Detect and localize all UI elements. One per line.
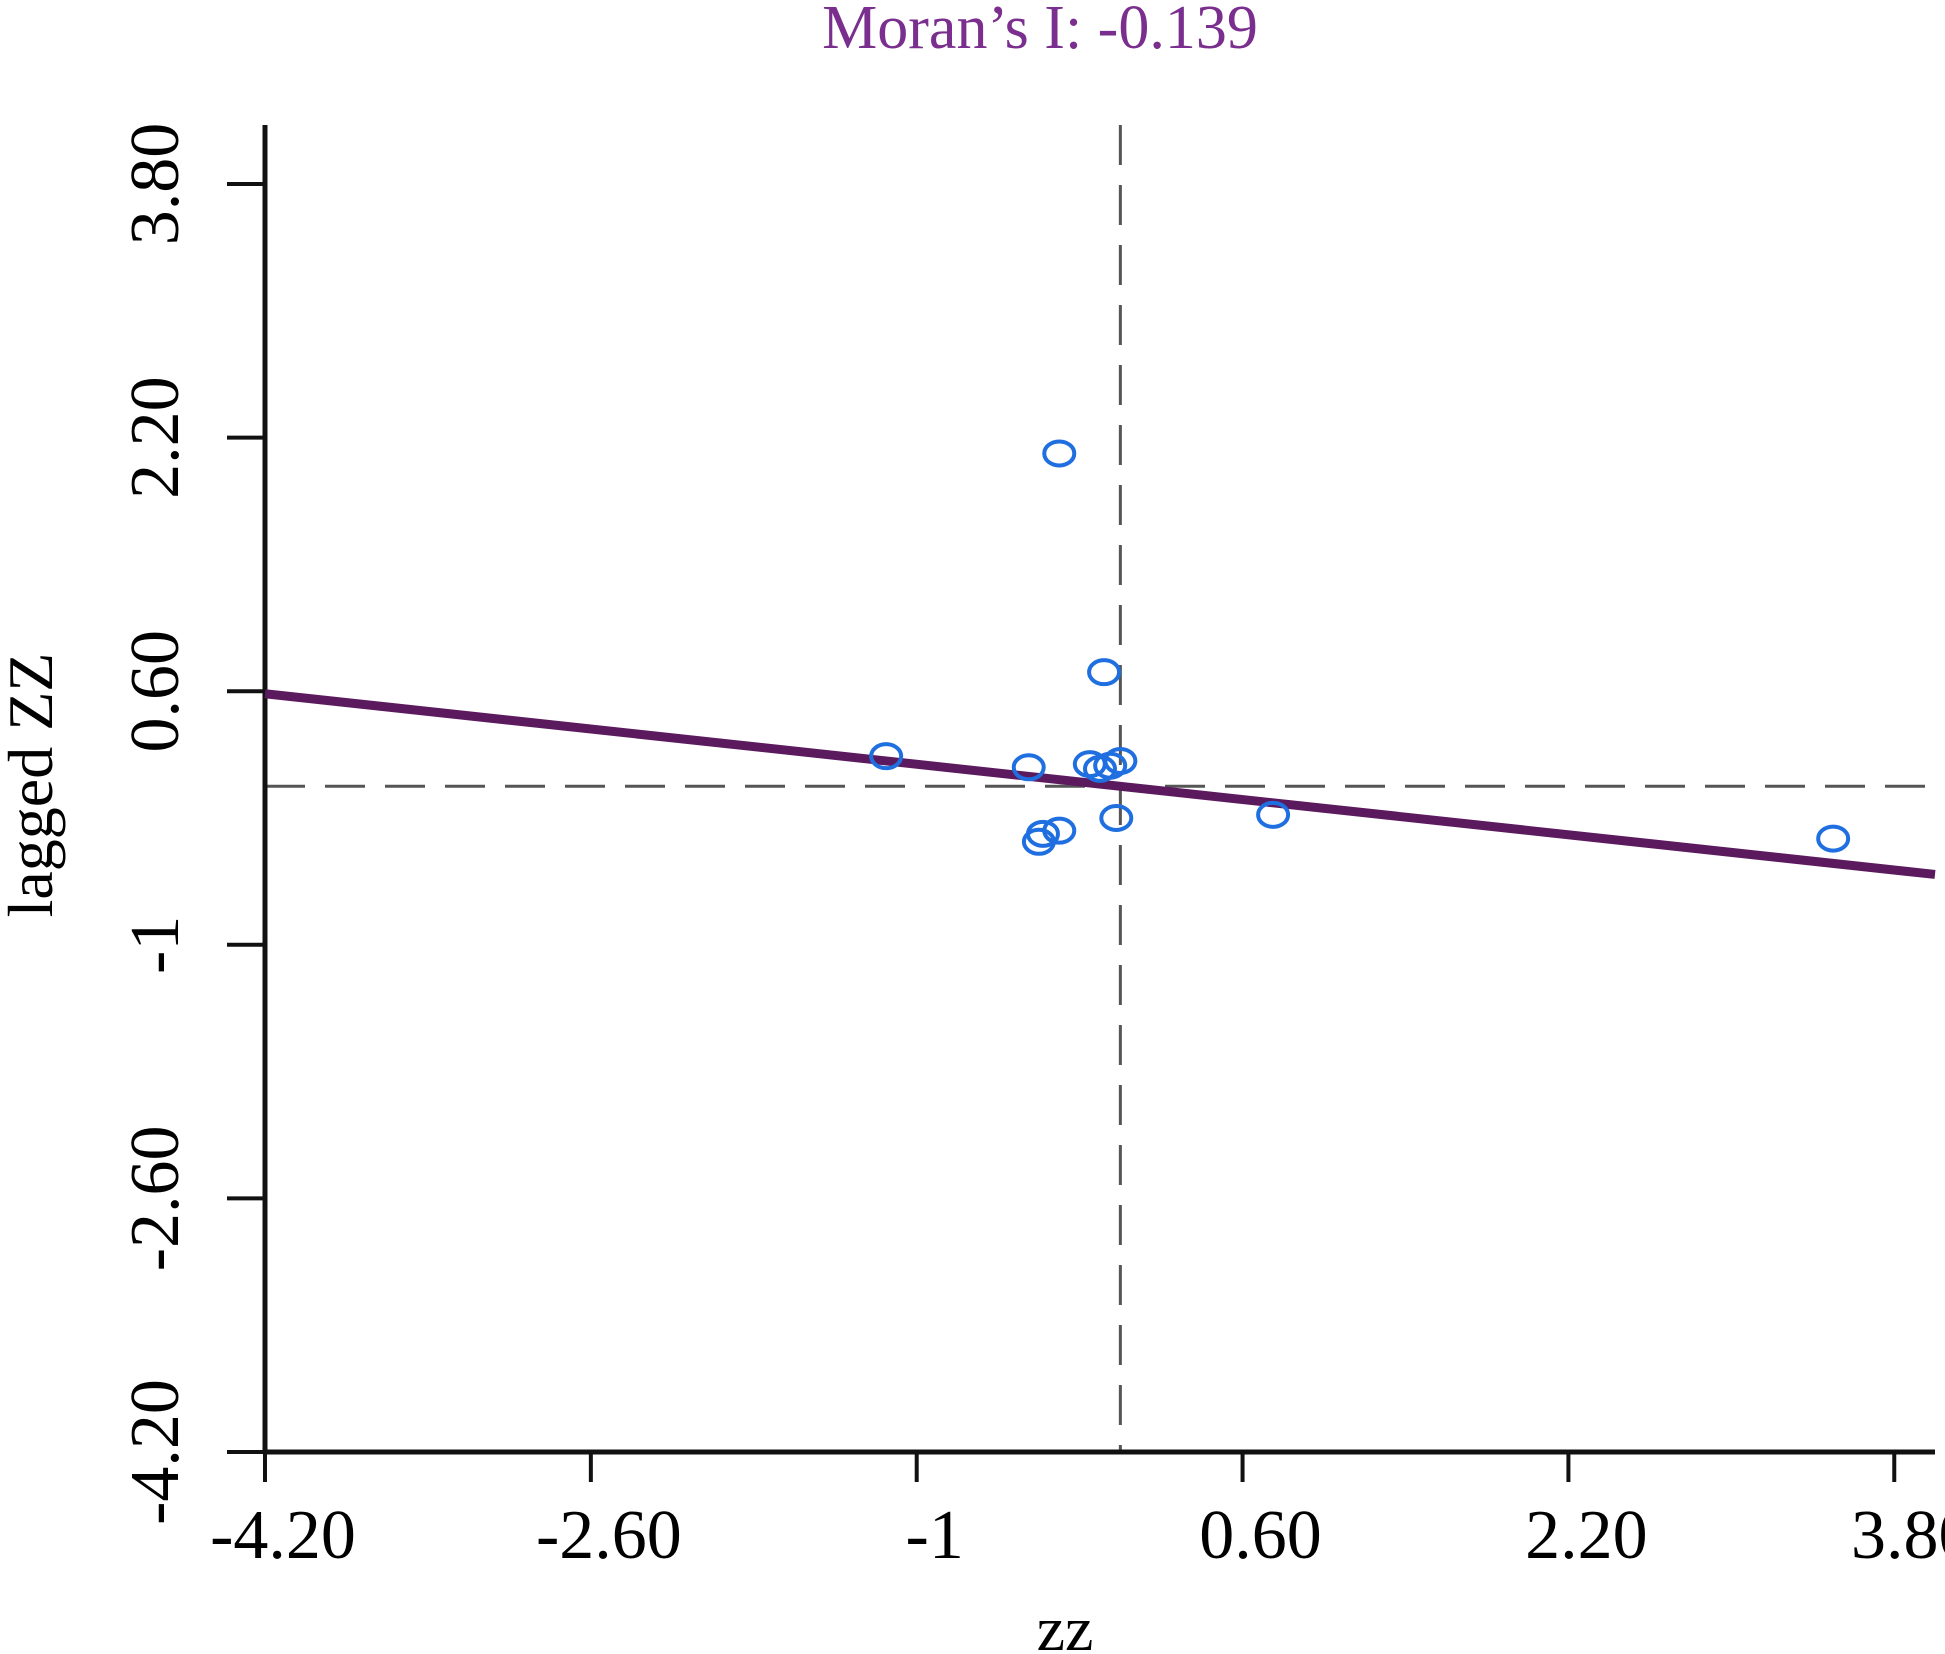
axes	[262, 125, 1935, 1455]
y-tick-label: -2.60	[117, 1125, 194, 1271]
x-tick-label: -4.20	[210, 1497, 356, 1574]
chart-title: Moran’s I: -0.139	[822, 0, 1258, 62]
y-tick-label: -1	[117, 916, 194, 974]
y-tick-label: 3.80	[117, 123, 194, 246]
data-point-3	[869, 742, 904, 771]
x-tick-label: 0.60	[1199, 1497, 1322, 1574]
x-tick-label: 3.80	[1851, 1497, 1945, 1574]
y-tick-label: -4.20	[117, 1379, 194, 1525]
data-point-8	[1083, 754, 1117, 783]
data-point-10	[1256, 800, 1291, 829]
x-tick-label: -1	[906, 1497, 964, 1574]
regression-line-group	[264, 689, 1936, 879]
data-point-1	[1042, 439, 1077, 468]
data-point-9	[1099, 804, 1134, 832]
data-points	[869, 439, 1851, 856]
y-axis-ticks: -4.20 -2.60 -1 0.60 2.20 3.80	[117, 123, 265, 1525]
data-point-14	[1816, 824, 1851, 853]
y-tick-label: 2.20	[117, 376, 194, 499]
regression-line	[264, 689, 1936, 879]
data-point-7	[1103, 746, 1138, 775]
x-tick-label: 2.20	[1525, 1497, 1648, 1574]
x-axis-ticks: -4.20 -2.60 -1 0.60 2.20 3.80	[210, 1452, 1945, 1574]
y-tick-label: 0.60	[117, 630, 194, 753]
y-axis-label: lagged ZZ	[0, 653, 66, 918]
data-point-13	[1021, 827, 1056, 856]
data-point-4	[1011, 753, 1046, 782]
data-point-2	[1087, 658, 1122, 687]
x-tick-label: -2.60	[536, 1497, 682, 1574]
x-axis-label: zz	[1037, 1593, 1094, 1654]
